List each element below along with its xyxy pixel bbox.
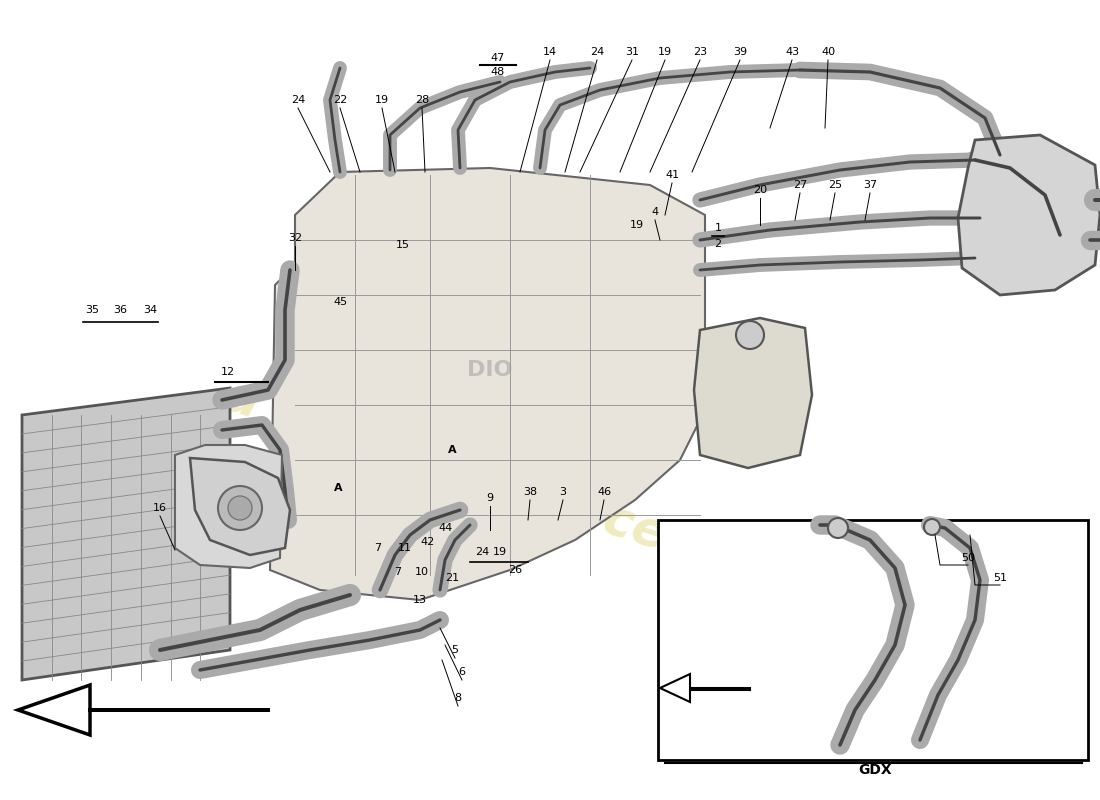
Text: 26: 26: [508, 565, 522, 575]
Circle shape: [828, 518, 848, 538]
Text: A: A: [333, 483, 342, 493]
Circle shape: [736, 321, 764, 349]
Text: 2: 2: [714, 239, 722, 249]
Text: GDX: GDX: [858, 763, 892, 777]
Text: 5: 5: [451, 645, 459, 655]
Text: 40: 40: [821, 47, 835, 57]
Text: 7: 7: [395, 567, 402, 577]
Text: 24: 24: [290, 95, 305, 105]
Polygon shape: [175, 445, 282, 568]
Text: 48: 48: [491, 67, 505, 77]
Text: 37: 37: [862, 180, 877, 190]
Text: 19: 19: [375, 95, 389, 105]
Text: 8: 8: [454, 693, 462, 703]
Text: 10: 10: [415, 567, 429, 577]
Text: 7: 7: [374, 543, 382, 553]
Polygon shape: [18, 685, 270, 735]
Text: 16: 16: [153, 503, 167, 513]
Text: 6: 6: [459, 667, 465, 677]
Text: a Maserati since 1985: a Maserati since 1985: [219, 372, 821, 608]
Text: 36: 36: [113, 305, 127, 315]
Text: 21: 21: [444, 573, 459, 583]
Polygon shape: [270, 168, 705, 600]
Polygon shape: [22, 388, 230, 680]
Text: DIO: DIO: [468, 360, 513, 380]
Circle shape: [218, 486, 262, 530]
Text: 14: 14: [543, 47, 557, 57]
Text: 25: 25: [828, 180, 843, 190]
Text: 39: 39: [733, 47, 747, 57]
Text: 19: 19: [493, 547, 507, 557]
Circle shape: [228, 496, 252, 520]
Text: A: A: [448, 445, 456, 455]
Text: 32: 32: [288, 233, 302, 243]
Polygon shape: [660, 674, 750, 702]
Text: 44: 44: [439, 523, 453, 533]
Text: 9: 9: [486, 493, 494, 503]
Text: 50: 50: [961, 553, 975, 563]
Text: 11: 11: [398, 543, 412, 553]
Text: 27: 27: [793, 180, 807, 190]
Text: 19: 19: [658, 47, 672, 57]
Text: 22: 22: [333, 95, 348, 105]
Text: 47: 47: [491, 53, 505, 63]
Text: 20: 20: [752, 185, 767, 195]
Text: 3: 3: [560, 487, 566, 497]
Text: 34: 34: [143, 305, 157, 315]
Text: 43: 43: [785, 47, 799, 57]
Text: 15: 15: [396, 240, 410, 250]
Text: 42: 42: [421, 537, 436, 547]
Text: 51: 51: [993, 573, 1007, 583]
Text: 31: 31: [625, 47, 639, 57]
Text: 35: 35: [85, 305, 99, 315]
Circle shape: [924, 519, 940, 535]
Text: 23: 23: [693, 47, 707, 57]
Text: 4: 4: [651, 207, 659, 217]
Polygon shape: [190, 458, 290, 555]
Text: 12: 12: [221, 367, 235, 377]
FancyBboxPatch shape: [658, 520, 1088, 760]
Text: 1: 1: [715, 223, 722, 233]
Text: 45: 45: [333, 297, 348, 307]
Text: 19: 19: [630, 220, 645, 230]
Text: 24: 24: [475, 547, 490, 557]
Text: 46: 46: [597, 487, 612, 497]
Text: 38: 38: [522, 487, 537, 497]
Text: 13: 13: [412, 595, 427, 605]
Polygon shape: [694, 318, 812, 468]
Text: 28: 28: [415, 95, 429, 105]
Text: 24: 24: [590, 47, 604, 57]
Text: 41: 41: [664, 170, 679, 180]
Polygon shape: [958, 135, 1100, 295]
